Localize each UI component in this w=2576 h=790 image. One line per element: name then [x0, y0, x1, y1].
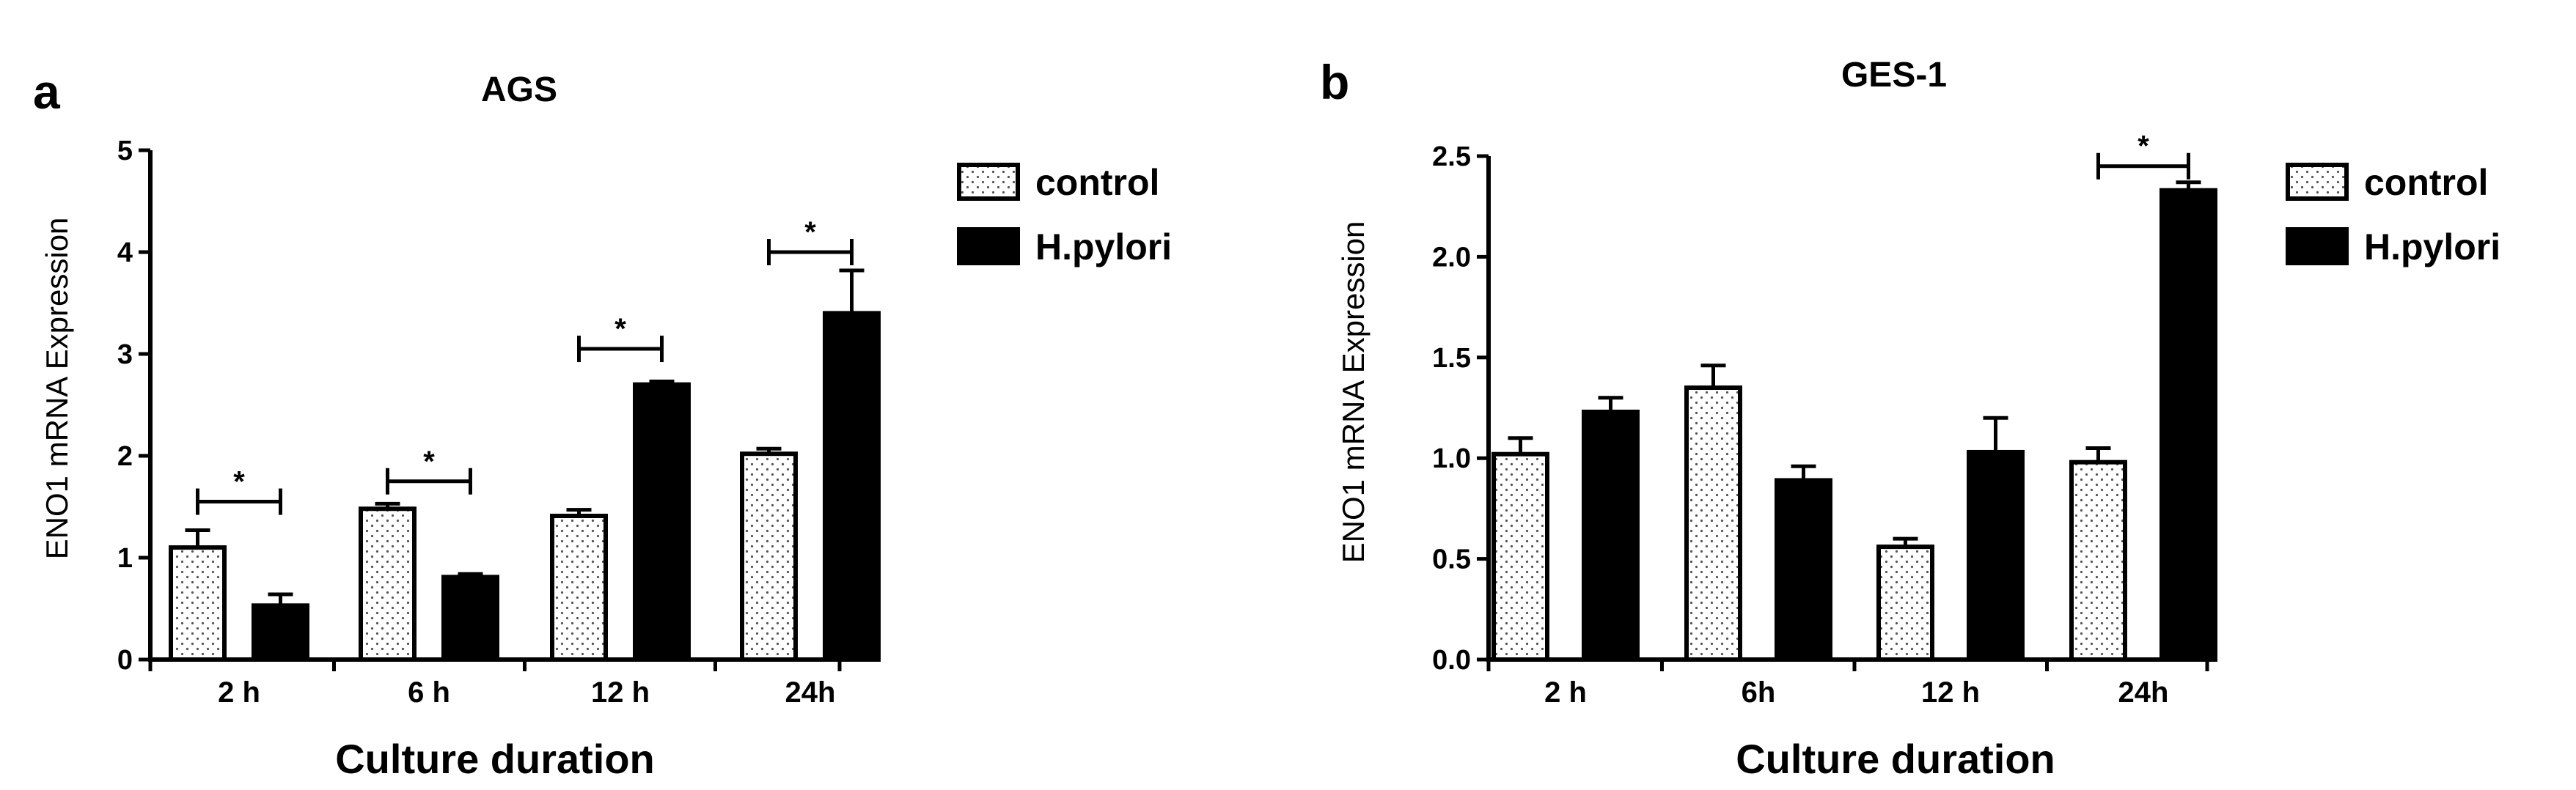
- x-tick-label-a: 6 h: [408, 676, 450, 709]
- legend-label-control-b: control: [2364, 162, 2488, 203]
- bars-a: [169, 268, 881, 662]
- x-ticks-b: 2 h 6h 12 h 24h: [1486, 660, 2209, 709]
- significance-star-b: *: [2138, 130, 2149, 163]
- significance-b: *: [2096, 130, 2190, 180]
- x-axis-label-b: Culture duration: [1736, 736, 2055, 782]
- chart-title-b: GES-1: [1841, 56, 1947, 95]
- chart-panel-a: a AGS ENO1 mRNA Expression Culture durat…: [33, 64, 1172, 782]
- bar-hpylori-a: [441, 575, 499, 662]
- x-tick-label-b: 6h: [1742, 676, 1776, 709]
- bar-control-b: [2069, 459, 2127, 662]
- bar-control-a: [169, 545, 227, 662]
- panel-letter-b: b: [1320, 55, 1349, 109]
- x-tick-label-a: 12 h: [591, 676, 650, 709]
- legend-label-control-a: control: [1035, 162, 1159, 203]
- x-tick-label-b: 2 h: [1544, 676, 1587, 709]
- x-tick-label-b: 24h: [2118, 676, 2169, 709]
- y-tick-label-b: 2.5: [1432, 141, 1471, 172]
- y-tick-label-a: 4: [117, 237, 133, 268]
- bar-hpylori-a: [633, 382, 691, 662]
- bar-hpylori-b: [2159, 188, 2217, 662]
- legend-label-pylori-b: H.pylori: [2364, 226, 2500, 267]
- bar-hpylori-a: [823, 311, 881, 662]
- legend-swatch-pylori-b: [2286, 227, 2349, 265]
- significance-a: * * * *: [196, 216, 854, 515]
- y-tick-label-b: 0.5: [1432, 544, 1471, 575]
- y-ticks-a: 0 1 2 3 4 5: [117, 136, 150, 676]
- bar-control-b: [1876, 544, 1934, 662]
- panel-letter-a: a: [33, 64, 61, 119]
- chart-title-a: AGS: [481, 70, 557, 109]
- legend-label-pylori-a: H.pylori: [1035, 226, 1172, 267]
- y-tick-label-a: 3: [117, 339, 133, 370]
- significance-star-a: *: [423, 446, 435, 478]
- y-axis-label-b: ENO1 mRNA Expression: [1336, 221, 1370, 564]
- bar-control-b: [1684, 385, 1742, 662]
- bar-control-a: [740, 451, 798, 662]
- x-ticks-a: 2 h 6 h 12 h 24h: [148, 660, 842, 709]
- x-tick-label-a: 2 h: [218, 676, 260, 709]
- y-tick-label-b: 1.0: [1432, 443, 1471, 474]
- legend-b: control H.pylori: [2286, 162, 2500, 267]
- y-tick-label-b: 0.0: [1432, 645, 1471, 676]
- bar-hpylori-b: [1967, 449, 2025, 662]
- y-tick-label-b: 2.0: [1432, 242, 1471, 273]
- legend-swatch-control-a: [957, 163, 1020, 201]
- y-axis-label-a: ENO1 mRNA Expression: [40, 218, 74, 560]
- bars-b: [1491, 180, 2217, 662]
- bar-control-a: [359, 506, 417, 662]
- legend-swatch-control-b: [2286, 163, 2349, 201]
- y-tick-label-a: 5: [117, 136, 133, 166]
- bar-hpylori-b: [1582, 409, 1640, 662]
- significance-star-a: *: [614, 313, 626, 345]
- legend-a: control H.pylori: [957, 162, 1172, 267]
- bar-control-b: [1491, 451, 1549, 662]
- legend-swatch-pylori-a: [957, 227, 1020, 265]
- significance-star-a: *: [233, 466, 245, 498]
- bar-hpylori-a: [252, 603, 309, 662]
- chart-panel-b: b GES-1 ENO1 mRNA Expression Culture dur…: [1320, 55, 2500, 782]
- y-tick-label-a: 0: [117, 645, 133, 676]
- x-tick-label-a: 24h: [785, 676, 836, 709]
- significance-star-a: *: [804, 216, 816, 248]
- bar-hpylori-b: [1775, 478, 1832, 662]
- y-ticks-b: 0.0 0.5 1.0 1.5 2.0 2.5: [1432, 141, 1489, 676]
- y-tick-label-a: 1: [117, 543, 133, 574]
- x-tick-label-b: 12 h: [1921, 676, 1980, 709]
- y-tick-label-b: 1.5: [1432, 343, 1471, 374]
- y-tick-label-a: 2: [117, 441, 133, 472]
- bar-control-a: [550, 514, 608, 662]
- x-axis-label-a: Culture duration: [335, 736, 655, 782]
